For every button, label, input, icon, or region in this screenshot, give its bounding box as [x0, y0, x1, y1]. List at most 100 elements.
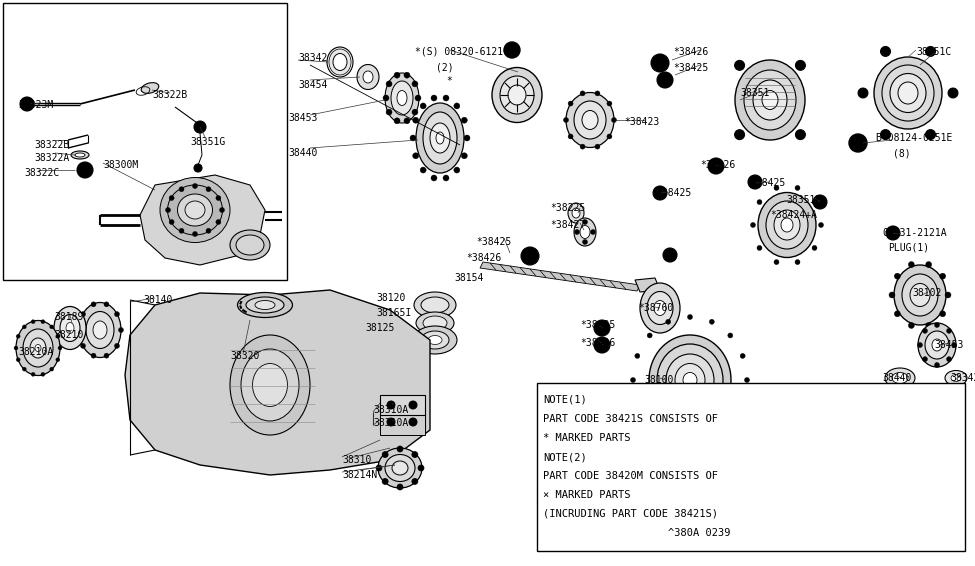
Ellipse shape [363, 71, 373, 83]
Ellipse shape [93, 321, 107, 339]
Ellipse shape [758, 192, 816, 258]
Circle shape [81, 344, 86, 348]
Circle shape [386, 81, 392, 87]
Circle shape [412, 117, 418, 123]
Ellipse shape [683, 372, 697, 388]
Circle shape [420, 167, 426, 173]
Text: *38424+A: *38424+A [770, 210, 817, 220]
Circle shape [599, 341, 605, 349]
Text: *38425: *38425 [656, 188, 691, 198]
Circle shape [925, 130, 935, 140]
Text: S: S [510, 46, 515, 55]
Circle shape [17, 358, 20, 362]
Text: *38426: *38426 [700, 160, 735, 170]
Circle shape [880, 130, 890, 140]
Circle shape [219, 208, 224, 212]
Circle shape [948, 88, 958, 98]
Circle shape [568, 134, 573, 139]
Ellipse shape [30, 338, 46, 358]
Circle shape [657, 72, 673, 88]
Circle shape [376, 465, 382, 471]
Circle shape [77, 162, 93, 178]
Circle shape [858, 88, 868, 98]
Circle shape [58, 346, 62, 350]
Ellipse shape [423, 112, 457, 164]
Text: 38140: 38140 [143, 295, 173, 305]
Circle shape [17, 335, 20, 338]
Text: 38322A: 38322A [34, 153, 69, 163]
Ellipse shape [492, 67, 542, 122]
Circle shape [104, 302, 109, 307]
Circle shape [595, 144, 600, 149]
Ellipse shape [246, 297, 284, 313]
Circle shape [710, 319, 715, 324]
Text: 38440: 38440 [882, 373, 912, 383]
Ellipse shape [16, 320, 60, 375]
Circle shape [22, 325, 26, 329]
Circle shape [443, 95, 449, 101]
Text: 38210: 38210 [54, 330, 84, 340]
Circle shape [119, 328, 124, 332]
Circle shape [169, 195, 175, 200]
Circle shape [796, 130, 805, 140]
Circle shape [657, 190, 663, 196]
Circle shape [952, 342, 956, 348]
Ellipse shape [428, 336, 442, 345]
Text: 38351C: 38351C [916, 47, 952, 57]
Circle shape [909, 323, 915, 328]
Circle shape [666, 319, 671, 324]
Ellipse shape [436, 132, 444, 144]
Circle shape [894, 273, 900, 279]
Text: B 08124-0251E: B 08124-0251E [876, 133, 953, 143]
Ellipse shape [892, 372, 908, 384]
Circle shape [940, 273, 946, 279]
Ellipse shape [675, 363, 705, 397]
Ellipse shape [654, 301, 666, 315]
Ellipse shape [647, 291, 673, 324]
Ellipse shape [574, 101, 606, 139]
Text: (8): (8) [893, 148, 911, 158]
Ellipse shape [753, 80, 787, 120]
Ellipse shape [385, 454, 415, 482]
Circle shape [734, 130, 745, 140]
Ellipse shape [882, 65, 934, 121]
Polygon shape [140, 175, 265, 265]
Text: (2): (2) [436, 62, 453, 72]
Ellipse shape [391, 81, 413, 115]
Ellipse shape [35, 345, 41, 351]
Circle shape [76, 328, 82, 332]
Ellipse shape [392, 461, 408, 475]
Ellipse shape [568, 203, 584, 223]
Polygon shape [125, 290, 430, 475]
Circle shape [410, 135, 416, 141]
Circle shape [813, 195, 827, 209]
Circle shape [631, 378, 636, 383]
Ellipse shape [421, 331, 449, 349]
Circle shape [582, 239, 588, 245]
Circle shape [745, 378, 750, 383]
Circle shape [382, 478, 388, 484]
Circle shape [397, 446, 403, 452]
Circle shape [387, 401, 395, 409]
Circle shape [611, 118, 616, 122]
Ellipse shape [60, 315, 80, 341]
Circle shape [708, 158, 724, 174]
Circle shape [526, 251, 534, 260]
Text: 38351G: 38351G [190, 137, 225, 147]
Text: *38425: *38425 [750, 178, 785, 188]
Ellipse shape [185, 201, 205, 219]
Circle shape [909, 261, 915, 268]
Ellipse shape [666, 354, 714, 406]
Circle shape [606, 101, 612, 106]
Text: 38440: 38440 [288, 148, 318, 158]
Circle shape [431, 175, 437, 181]
Text: B: B [855, 139, 861, 148]
Text: NOTE(1): NOTE(1) [543, 395, 587, 405]
Text: 38322C: 38322C [24, 168, 59, 178]
Circle shape [757, 246, 762, 250]
Circle shape [564, 118, 568, 122]
Circle shape [394, 72, 400, 78]
Circle shape [795, 260, 800, 264]
Ellipse shape [413, 326, 457, 354]
Circle shape [386, 109, 392, 115]
